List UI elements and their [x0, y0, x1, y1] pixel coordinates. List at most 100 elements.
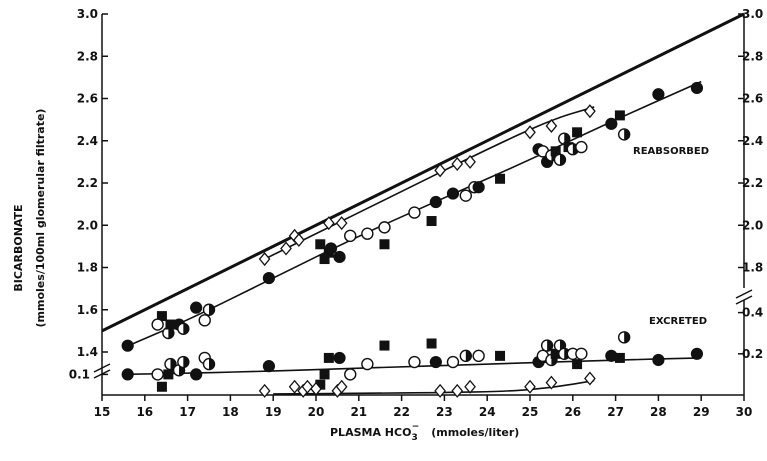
reabsorbed-point: [459, 189, 472, 202]
y-right-tick-label: 2.4: [742, 134, 763, 148]
reabsorbed-point: [280, 241, 292, 256]
reabsorbed-point: [652, 88, 665, 101]
reabsorbed-point: [524, 125, 536, 140]
excreted-point: [202, 357, 216, 371]
excreted-point: [379, 340, 390, 351]
excreted-point: [151, 368, 164, 381]
reabsorbed-point: [617, 128, 631, 141]
y-right-tick-label: 2.0: [742, 218, 763, 232]
tick-layer: 15 16 17 18 19 20 21 22 23 24 25 26 27 28 29 30 3.0 2.8 2.…: [69, 7, 764, 419]
reabsorbed-point: [472, 181, 485, 194]
excreted-point: [408, 355, 421, 369]
reabsorbed-point: [550, 146, 561, 157]
excreted-point: [429, 355, 442, 369]
excreted-point: [617, 331, 631, 344]
reabsorbed-point: [378, 221, 391, 234]
x-tick-label: 26: [564, 405, 581, 419]
y-right-tick-label: 0.4: [742, 306, 763, 320]
excreted-point: [495, 350, 506, 361]
y-right-tick-label: 3.0: [742, 7, 763, 21]
reabsorbed-point: [156, 311, 167, 322]
y-left-tick-label: 1.8: [77, 261, 98, 275]
reabsorbed-point: [198, 314, 211, 327]
reabsorbed-point: [165, 319, 176, 330]
excreted-point: [258, 383, 271, 398]
y-left-tick-label: 1.6: [77, 303, 98, 317]
x-tick-label: 18: [222, 405, 239, 419]
x-tick-label: 24: [479, 405, 496, 419]
excreted-point: [540, 339, 554, 352]
excreted-point: [310, 381, 322, 396]
excreted-point: [262, 360, 276, 373]
reabsorbed-label: REABSORBED: [633, 146, 709, 157]
x-tick-label: 30: [736, 405, 753, 419]
excreted-point: [575, 347, 588, 360]
x-axis-title-sup: −: [412, 422, 420, 432]
reabsorbed-point: [429, 195, 442, 209]
y-axis-title-line1: BICARBONATE: [12, 204, 25, 291]
excreted-point: [434, 383, 446, 398]
excreted-point: [319, 369, 330, 380]
y-left-tick-label: 2.6: [77, 92, 98, 106]
y-left-tick-label: 2.8: [77, 49, 98, 63]
reabsorbed-point: [315, 239, 326, 250]
excreted-point: [690, 347, 704, 360]
reabsorbed-point: [121, 339, 134, 352]
excreted-point: [177, 355, 190, 369]
excreted-point: [426, 338, 437, 349]
reabsorbed-point: [202, 303, 216, 316]
y-right-tick-label: 0.2: [742, 347, 763, 361]
excreted-point: [572, 359, 583, 370]
reabsorbed-point: [605, 117, 618, 130]
reabsorbed-point: [190, 301, 203, 314]
x-tick-label: 16: [136, 405, 153, 419]
reabsorbed-point: [177, 322, 190, 335]
x-axis-title-unit: (mmoles/liter): [431, 426, 519, 439]
excreted-point: [451, 383, 464, 398]
excreted-point: [524, 379, 536, 394]
x-tick-label: 21: [350, 405, 367, 419]
reabsorbed-point: [258, 252, 271, 267]
excreted-point: [472, 349, 485, 363]
y-right-tick-label: 2.8: [742, 49, 763, 63]
y-left-tick-label: 2.2: [77, 176, 98, 190]
excreted-point: [459, 349, 472, 363]
reabsorbed-point: [553, 153, 567, 166]
reabsorbed-point: [262, 271, 276, 285]
excreted-point: [323, 352, 334, 363]
excreted-point: [584, 371, 596, 386]
y-right-tick-label: 1.8: [742, 261, 763, 275]
x-tick-label: 25: [522, 405, 539, 419]
excreted-point: [156, 381, 167, 392]
excreted-point: [288, 379, 301, 394]
excreted-point: [652, 353, 665, 367]
reabsorbed-point: [344, 229, 357, 243]
x-tick-label: 17: [179, 405, 196, 419]
reabsorbed-diamond-curve: [264, 106, 595, 260]
x-tick-label: 27: [607, 405, 624, 419]
reabsorbed-point: [572, 127, 583, 138]
x-tick-label: 15: [94, 405, 111, 419]
excreted-point: [301, 379, 314, 394]
reabsorbed-point: [614, 110, 625, 121]
y-axis-title-line2: (mmoles/100ml glomerular filtrate): [34, 109, 47, 328]
reabsorbed-point: [361, 227, 374, 240]
reabsorbed-point: [446, 187, 460, 200]
reabsorbed-point: [151, 318, 164, 331]
y-left-tick-label: 1.4: [77, 345, 98, 359]
y-left-tick-label: 2.0: [77, 218, 98, 232]
excreted-point: [315, 379, 326, 390]
filtered-load-line: [101, 12, 745, 333]
x-axis-title-sub: 3: [411, 433, 417, 443]
excreted-point: [344, 368, 357, 381]
reabsorbed-point: [426, 216, 437, 227]
y-left-tick-label: 0.1: [69, 367, 90, 381]
reabsorbed-point: [293, 233, 305, 248]
reabsorbed-point: [434, 163, 446, 178]
excreted-point: [446, 355, 460, 369]
x-tick-label: 29: [693, 405, 710, 419]
y-right-tick-label: 2.6: [742, 92, 763, 106]
excreted-point: [464, 379, 476, 394]
marker-layer: [121, 81, 704, 398]
right-axis-break: [735, 289, 753, 305]
